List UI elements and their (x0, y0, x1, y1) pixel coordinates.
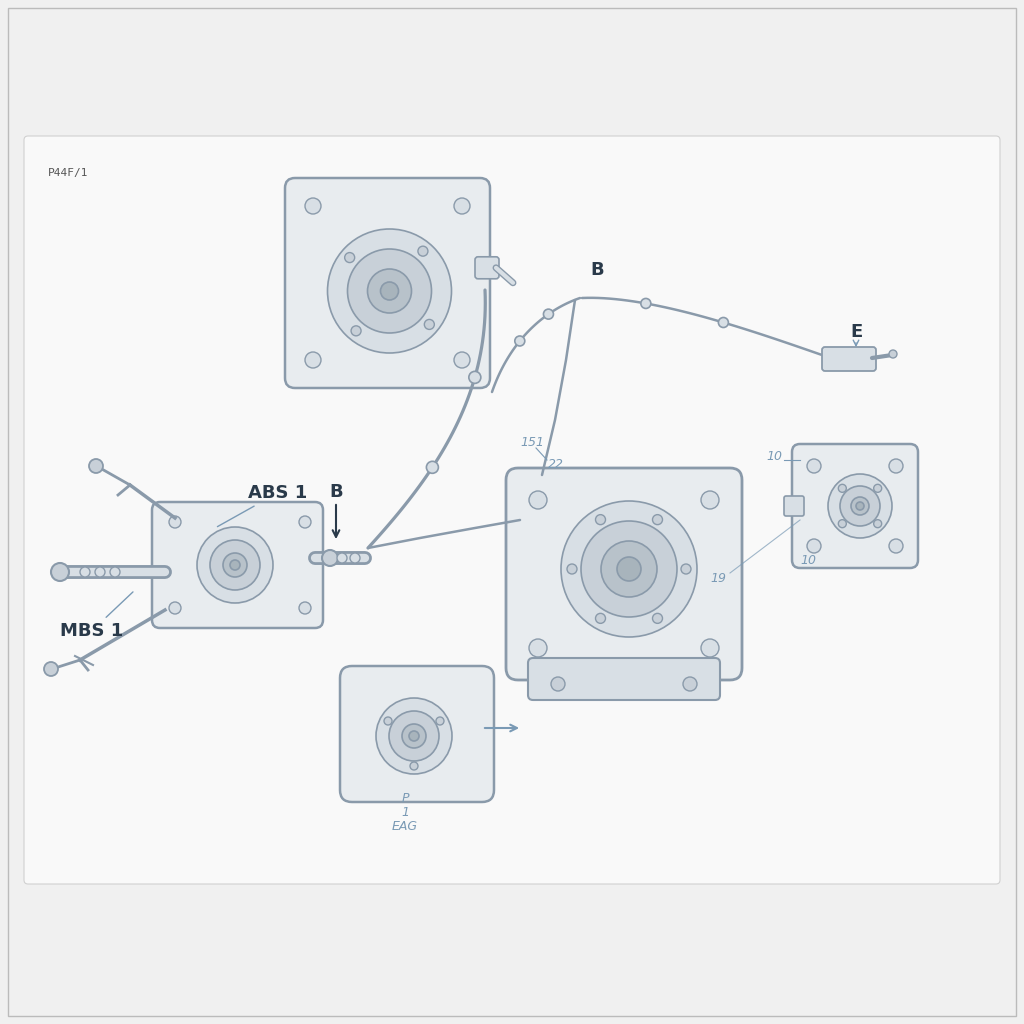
Circle shape (381, 282, 398, 300)
Text: 19: 19 (710, 571, 726, 585)
Circle shape (889, 459, 903, 473)
Circle shape (89, 459, 103, 473)
Circle shape (454, 352, 470, 368)
Text: 10: 10 (766, 450, 782, 463)
Circle shape (719, 317, 728, 328)
Circle shape (529, 639, 547, 657)
Circle shape (337, 553, 347, 563)
Text: P: P (401, 792, 409, 805)
Circle shape (351, 326, 361, 336)
Circle shape (601, 541, 657, 597)
Circle shape (617, 557, 641, 581)
Text: E: E (850, 323, 862, 341)
Circle shape (328, 229, 452, 353)
Text: MBS 1: MBS 1 (60, 592, 133, 640)
Circle shape (807, 539, 821, 553)
Circle shape (652, 613, 663, 624)
Circle shape (350, 553, 360, 563)
Circle shape (581, 521, 677, 617)
Circle shape (169, 516, 181, 528)
Circle shape (701, 490, 719, 509)
Circle shape (873, 484, 882, 493)
Circle shape (210, 540, 260, 590)
Circle shape (110, 567, 120, 577)
Text: 10: 10 (800, 554, 816, 566)
Circle shape (169, 602, 181, 614)
FancyBboxPatch shape (506, 468, 742, 680)
Circle shape (701, 639, 719, 657)
Text: 1: 1 (401, 806, 409, 818)
Circle shape (839, 519, 846, 527)
FancyBboxPatch shape (340, 666, 494, 802)
Circle shape (454, 198, 470, 214)
Circle shape (322, 550, 338, 566)
Text: 151: 151 (520, 435, 544, 449)
Circle shape (197, 527, 273, 603)
Circle shape (402, 724, 426, 748)
Text: B: B (590, 261, 604, 279)
Circle shape (807, 459, 821, 473)
Circle shape (544, 309, 553, 319)
Circle shape (424, 319, 434, 330)
Circle shape (376, 698, 452, 774)
Circle shape (305, 352, 321, 368)
Circle shape (223, 553, 247, 577)
Circle shape (856, 502, 864, 510)
FancyBboxPatch shape (475, 257, 499, 279)
Text: ABS 1: ABS 1 (217, 484, 307, 526)
Circle shape (368, 269, 412, 313)
Circle shape (299, 516, 311, 528)
FancyBboxPatch shape (528, 658, 720, 700)
Circle shape (305, 198, 321, 214)
Circle shape (426, 461, 438, 473)
Circle shape (95, 567, 105, 577)
FancyBboxPatch shape (792, 444, 918, 568)
Circle shape (683, 677, 697, 691)
Circle shape (469, 372, 481, 383)
Circle shape (51, 563, 69, 581)
Circle shape (652, 515, 663, 524)
Circle shape (418, 246, 428, 256)
Circle shape (596, 515, 605, 524)
FancyBboxPatch shape (784, 496, 804, 516)
Circle shape (840, 486, 880, 526)
Circle shape (44, 662, 58, 676)
Circle shape (299, 602, 311, 614)
Circle shape (873, 519, 882, 527)
Circle shape (515, 336, 524, 346)
Circle shape (529, 490, 547, 509)
Circle shape (681, 564, 691, 574)
Circle shape (851, 497, 869, 515)
Circle shape (889, 350, 897, 358)
Circle shape (889, 539, 903, 553)
Circle shape (384, 717, 392, 725)
Circle shape (641, 298, 651, 308)
Circle shape (839, 484, 846, 493)
Circle shape (551, 677, 565, 691)
Circle shape (80, 567, 90, 577)
Circle shape (409, 731, 419, 741)
Circle shape (561, 501, 697, 637)
FancyBboxPatch shape (285, 178, 490, 388)
Text: EAG: EAG (392, 819, 418, 833)
Circle shape (410, 762, 418, 770)
Circle shape (230, 560, 240, 570)
FancyBboxPatch shape (152, 502, 323, 628)
FancyBboxPatch shape (822, 347, 876, 371)
Circle shape (347, 249, 431, 333)
Circle shape (596, 613, 605, 624)
Circle shape (345, 253, 354, 262)
Circle shape (567, 564, 577, 574)
Text: 22: 22 (548, 459, 564, 471)
Text: B: B (329, 483, 343, 501)
Text: P44F/1: P44F/1 (48, 168, 88, 178)
Circle shape (828, 474, 892, 538)
FancyBboxPatch shape (24, 136, 1000, 884)
Circle shape (389, 711, 439, 761)
Circle shape (436, 717, 444, 725)
